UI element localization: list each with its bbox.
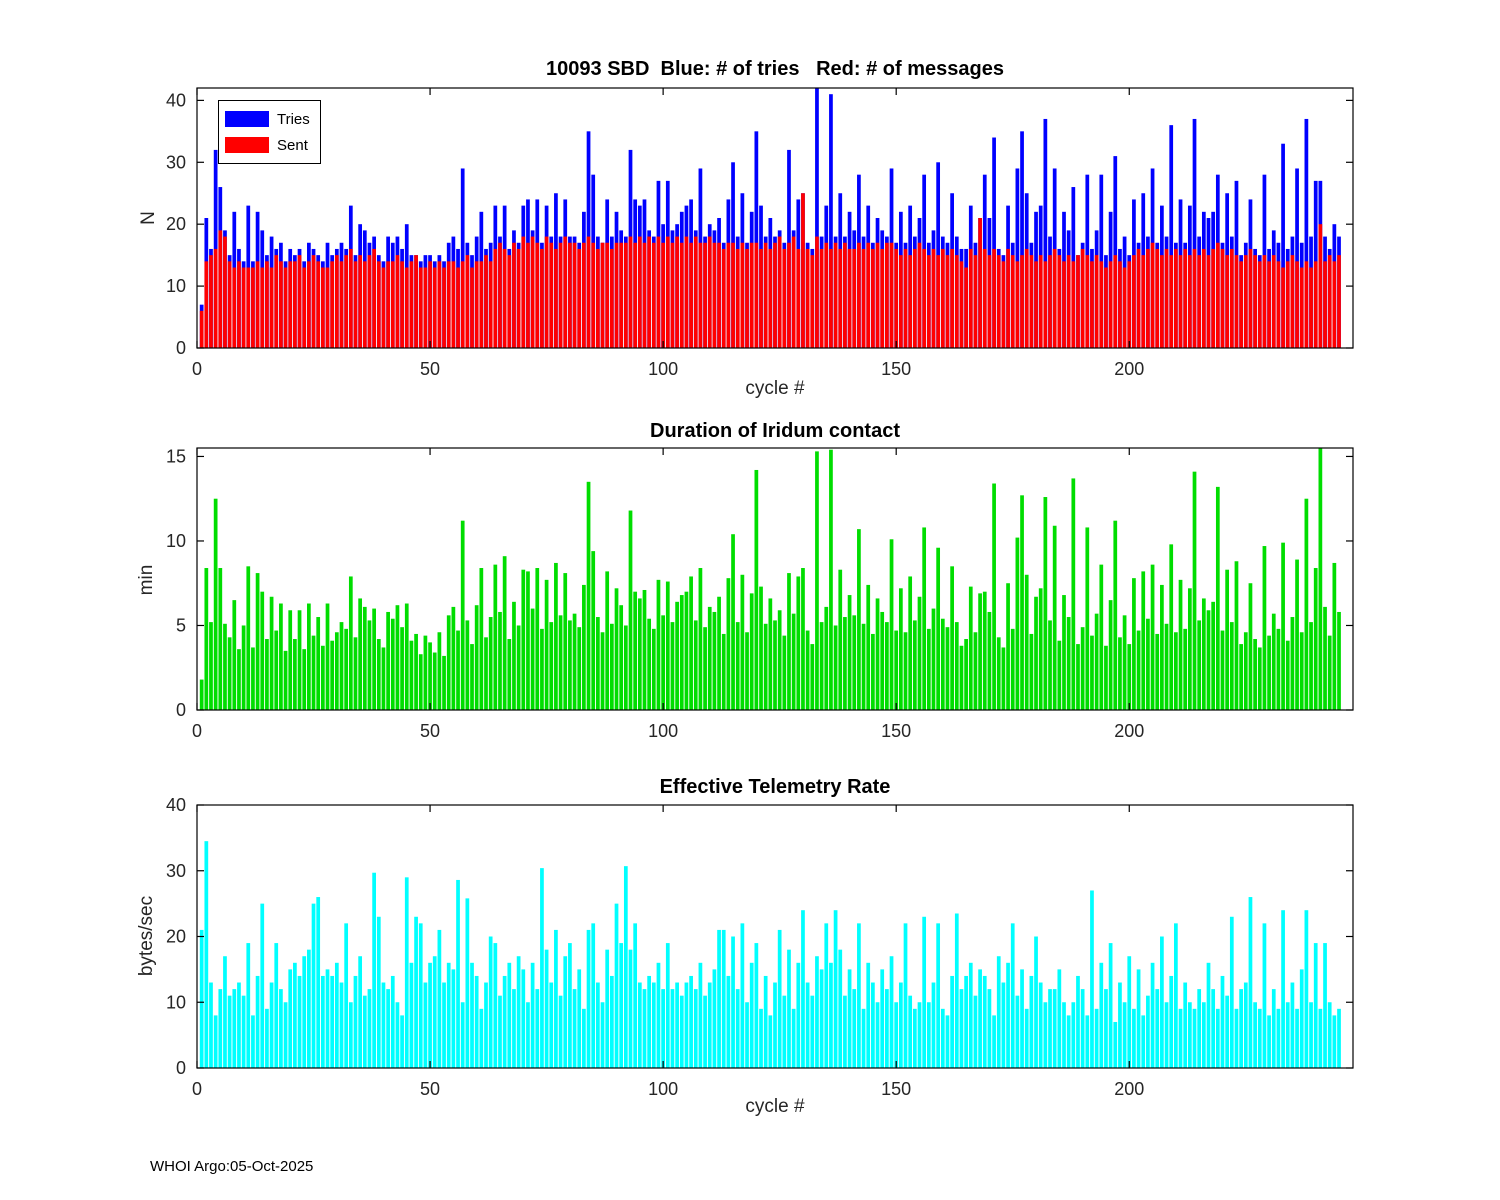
tries-label: Tries (277, 110, 310, 128)
svg-text:20: 20 (166, 927, 186, 947)
chart1-title: 10093 SBD Blue: # of tries Red: # of mes… (546, 58, 1004, 80)
tries-swatch (225, 111, 269, 127)
svg-text:150: 150 (881, 359, 911, 379)
svg-text:15: 15 (166, 446, 186, 466)
chart2-title: Duration of Iridum contact (650, 420, 900, 442)
svg-text:150: 150 (881, 721, 911, 741)
chart3-title: Effective Telemetry Rate (659, 776, 891, 798)
svg-text:30: 30 (166, 152, 186, 172)
rate-bars (199, 841, 1341, 1069)
sent-swatch (225, 137, 269, 153)
svg-text:0: 0 (176, 1058, 186, 1078)
svg-text:200: 200 (1114, 359, 1144, 379)
sent-label: Sent (277, 136, 308, 154)
svg-text:100: 100 (648, 721, 678, 741)
legend-item-sent: Sent (225, 132, 310, 158)
chart1-xlabel: cycle # (745, 378, 805, 399)
chart2-ylabel: min (136, 564, 157, 596)
svg-text:40: 40 (166, 795, 186, 815)
sent-bars (199, 193, 1341, 348)
svg-text:0: 0 (192, 1079, 202, 1099)
legend-item-tries: Tries (225, 106, 310, 132)
svg-text:0: 0 (192, 359, 202, 379)
svg-text:20: 20 (166, 214, 186, 234)
svg-text:50: 50 (420, 1079, 440, 1099)
svg-text:30: 30 (166, 861, 186, 881)
svg-text:5: 5 (176, 615, 186, 635)
footer-text: WHOI Argo:05-Oct-2025 (150, 1158, 314, 1175)
svg-text:10: 10 (166, 276, 186, 296)
chart1-ylabel: N (138, 211, 159, 225)
svg-text:200: 200 (1114, 721, 1144, 741)
svg-text:0: 0 (176, 338, 186, 358)
svg-text:40: 40 (166, 90, 186, 110)
chart3-xlabel: cycle # (745, 1096, 805, 1117)
legend: Tries Sent (218, 100, 321, 164)
chart3-ylabel: bytes/sec (136, 895, 157, 977)
svg-text:150: 150 (881, 1079, 911, 1099)
svg-text:10: 10 (166, 992, 186, 1012)
svg-text:50: 50 (420, 359, 440, 379)
svg-text:200: 200 (1114, 1079, 1144, 1099)
svg-text:100: 100 (648, 1079, 678, 1099)
svg-text:10: 10 (166, 531, 186, 551)
svg-text:50: 50 (420, 721, 440, 741)
svg-text:0: 0 (192, 721, 202, 741)
duration-bars (199, 448, 1341, 710)
svg-text:0: 0 (176, 700, 186, 720)
svg-text:100: 100 (648, 359, 678, 379)
